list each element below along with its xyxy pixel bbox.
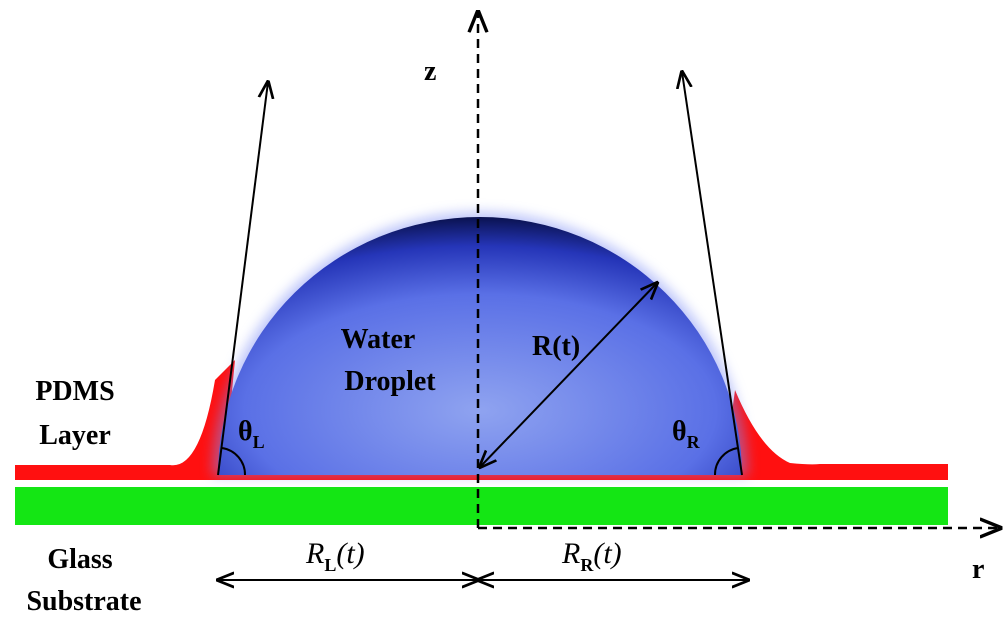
radius-symbol: R [305,537,324,570]
radius-subscript: L [324,555,336,575]
radius-suffix: (t) [336,537,364,570]
radius-right-label: RR(t) [561,537,622,575]
theta-symbol: θ [672,416,687,447]
tangent-left [217,82,268,476]
theta-subscript: R [687,432,701,452]
radius-suffix: (t) [593,537,621,570]
theta-symbol: θ [238,416,253,447]
pdms-layer [15,360,948,480]
glass-label: Substrate [26,586,141,617]
r-label: r [972,554,984,585]
water-droplet [218,217,742,475]
theta-right: θR [672,416,701,452]
theta-left: θL [238,416,265,452]
pdms-label: Layer [39,420,111,451]
glass-substrate [15,487,948,525]
theta-subscript: L [253,432,265,452]
radius-symbol: R [561,537,580,570]
radius-left-label: RL(t) [305,537,365,575]
radius-label: R(t) [532,331,580,362]
droplet-label: Droplet [344,366,436,397]
pdms-label: PDMS [35,376,114,407]
z-label: z [424,56,436,87]
angle-right [713,447,739,476]
radius-arrow [480,283,657,467]
droplet-label: Water [341,324,416,355]
radius-subscript: R [580,555,594,575]
angle-left [221,447,247,476]
tangent-right [682,72,743,476]
glass-label: Glass [47,544,112,575]
